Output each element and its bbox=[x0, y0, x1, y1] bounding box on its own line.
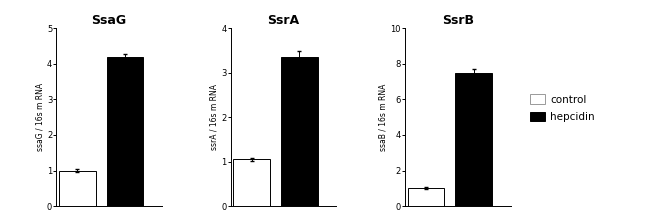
Bar bbox=[408, 188, 444, 206]
Title: SsaG: SsaG bbox=[91, 14, 127, 27]
Legend: control, hepcidin: control, hepcidin bbox=[528, 92, 597, 124]
Bar bbox=[107, 57, 143, 206]
Bar bbox=[281, 57, 318, 206]
Bar bbox=[59, 171, 96, 206]
Title: SsrB: SsrB bbox=[442, 14, 473, 27]
Y-axis label: ssaB / 16s m RNA: ssaB / 16s m RNA bbox=[379, 84, 387, 151]
Y-axis label: ssrA / 16s m RNA: ssrA / 16s m RNA bbox=[210, 84, 218, 150]
Title: SsrA: SsrA bbox=[267, 14, 300, 27]
Y-axis label: ssaG / 16s m RNA: ssaG / 16s m RNA bbox=[35, 83, 44, 151]
Bar bbox=[233, 159, 271, 206]
Bar bbox=[455, 73, 492, 206]
